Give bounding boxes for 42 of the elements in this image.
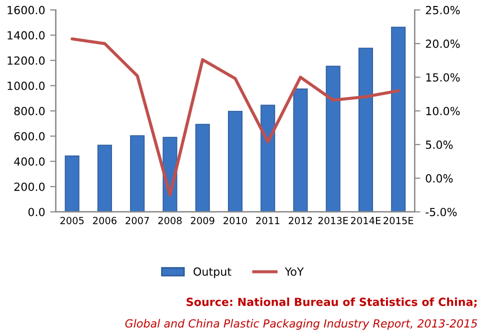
x-tick-label: 2015E	[384, 216, 414, 224]
x-tick-label: 2009	[190, 216, 214, 224]
y2-tick-label: 10.0%	[426, 106, 460, 116]
bar	[358, 48, 374, 212]
x-tick-label: 2005	[60, 216, 84, 224]
y2-tick-label: 5.0%	[426, 140, 453, 149]
y-tick-label: 600.0	[14, 132, 45, 141]
y2-tick-label: 15.0%	[426, 73, 460, 82]
x-tick-label: 2007	[126, 216, 149, 224]
bar	[64, 156, 80, 212]
y-tick-label: 1400.0	[8, 31, 45, 40]
bar	[260, 104, 276, 212]
x-tick-label: 2008	[158, 216, 182, 224]
x-tick-label: 2012	[288, 216, 312, 224]
bar	[97, 144, 112, 212]
legend-label: YoY	[284, 268, 304, 276]
legend-label: Output	[194, 267, 232, 278]
text: Global and China Plastic Packaging Industry Report, 2013-2015	[125, 319, 478, 330]
bar	[326, 66, 340, 212]
x-tick-label: 2010	[224, 216, 247, 224]
y-tick-label: 1200.0	[8, 56, 45, 65]
y-tick-label: 1000.0	[8, 82, 45, 90]
y2-tick-label: 0.0%	[426, 174, 453, 183]
bar	[391, 26, 406, 212]
x-tick-label: 2014E	[351, 216, 381, 224]
bar	[195, 124, 210, 212]
y2-tick-label: -5.0%	[426, 208, 457, 216]
y-tick-label: 1600.0	[8, 6, 45, 14]
bar	[130, 135, 145, 212]
y2-tick-label: 20.0%	[426, 40, 460, 48]
y-tick-label: 800.0	[14, 106, 45, 116]
y-tick-label: 200.0	[14, 182, 45, 191]
x-tick-label: 2011	[256, 216, 280, 224]
source-note: Source: National Bureau of Statistics of China;	[186, 297, 476, 308]
x-tick-label: 2006	[93, 216, 116, 224]
y-tick-label: 400.0	[14, 157, 45, 166]
y-tick-label: 0.0	[28, 208, 45, 216]
bar	[293, 88, 308, 212]
y2-tick-label: 25.0%	[426, 6, 460, 14]
x-tick-label: 2013E	[318, 216, 348, 224]
bar	[228, 110, 242, 212]
line-series	[70, 37, 400, 197]
